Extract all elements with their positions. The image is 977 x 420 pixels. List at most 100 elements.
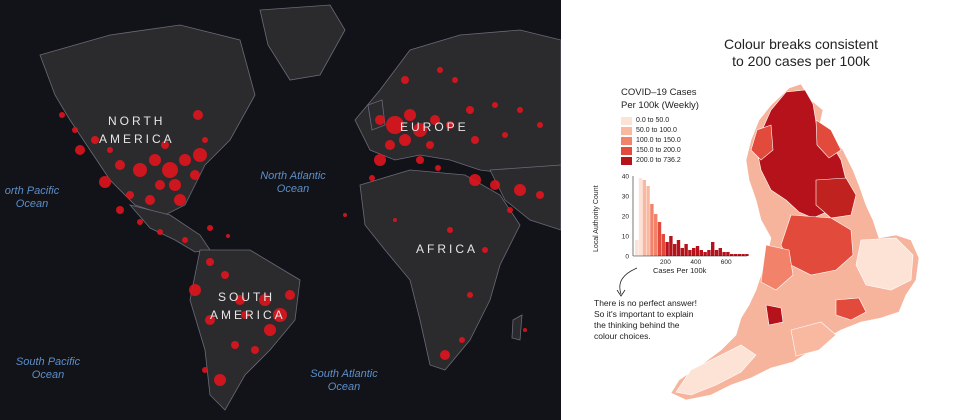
case-dot [446,121,454,129]
label-ocean-north-pacific: orth Pacific Ocean [4,185,60,210]
histogram-bar [654,214,658,256]
case-dot [471,136,479,144]
histogram-bar [741,254,745,256]
hist-x-label: Cases Per 100k [653,266,707,275]
case-dot [149,154,161,166]
histogram-bar [745,254,749,256]
case-dot [155,180,165,190]
histogram-bar [650,204,654,256]
case-dot [179,154,191,166]
case-dot [426,141,434,149]
case-dot [145,195,155,205]
histogram-bar [665,242,669,256]
hist-y-tick: 20 [622,214,630,221]
case-dot [205,315,215,325]
histogram-bar [733,254,738,256]
case-dot [241,311,249,319]
case-dot [285,290,295,300]
case-dot [385,140,395,150]
case-dot [259,294,271,306]
histogram-bar [707,250,711,256]
case-dot [386,116,404,134]
region-cumbria [750,124,774,161]
case-dot [231,341,239,349]
region-yorkshire [815,177,857,219]
england-choropleth-panel: Colour breaks consistent to 200 cases pe… [561,0,977,420]
case-dot [169,179,181,191]
region-bristol [765,304,784,326]
land-madagascar [511,314,523,341]
case-dot [157,229,163,235]
histogram-bar [669,236,673,256]
case-dot [72,127,78,133]
histogram-bar [726,252,730,256]
case-dot [467,292,473,298]
histogram-bar [642,180,646,256]
case-dot [133,163,147,177]
legend-row: 100.0 to 150.0 [621,137,681,145]
case-dot [399,134,411,146]
case-dot [393,218,397,222]
case-dot [469,174,481,186]
histogram-bar [692,248,696,256]
legend-swatch [621,127,632,135]
hist-y-tick: 0 [625,254,629,261]
histogram-bar [676,240,681,256]
world-map-svg [39,4,561,411]
case-dot [174,194,186,206]
case-dot [507,207,513,213]
case-dot [202,137,208,143]
hist-y-tick: 10 [622,234,630,241]
case-dot [413,123,427,137]
case-dots [59,67,544,386]
histogram-bar [722,252,726,256]
case-dot [369,175,375,181]
histogram-bar [638,178,643,256]
legend-row: 50.0 to 100.0 [621,127,677,135]
histogram-bar [657,222,662,256]
histogram-bar [673,244,677,256]
case-dot [514,184,526,196]
case-dot [482,247,488,253]
histogram-bars [635,178,749,256]
label-ocean-north-atlantic: North Atlantic Ocean [260,170,326,195]
hist-y-ticks: 40 30 20 10 0 [622,174,630,261]
hist-y-tick: 40 [622,174,630,181]
england-map-svg [670,83,920,401]
histogram-bar [684,244,688,256]
case-dot [137,219,143,225]
case-dot [517,107,523,113]
label-africa: AFRICA [416,242,479,256]
label-ocean-south-pacific: South Pacific Ocean [15,356,81,381]
histogram-bar [680,248,684,256]
hist-y-label: Local Authority Count [593,185,600,252]
case-dot [466,106,474,114]
note-text: There is no perfect answer! So it's impo… [594,298,697,341]
land-south-america [189,249,301,411]
label-europe: EUROPE [400,120,469,134]
world-cases-map: NORTH AMERICA EUROPE AFRICA SOUTH AMERIC… [0,0,561,420]
case-dot [116,206,124,214]
case-dot [126,191,134,199]
case-dot [430,115,440,125]
panel-title: Colour breaks consistent to 200 cases pe… [723,36,879,69]
legend-row: 0.0 to 50.0 [621,117,669,125]
case-dot [502,132,508,138]
histogram-bar [635,240,639,256]
land-africa [359,169,521,371]
note-arrow-head [616,289,626,297]
case-dot [206,258,214,266]
case-dot [207,225,213,231]
case-dot [189,284,201,296]
case-dot [452,77,458,83]
case-dot [375,115,385,125]
histogram-bar [737,254,741,256]
hist-x-tick: 600 [721,259,732,266]
region-southwest [675,344,757,396]
histogram-bar [699,250,703,256]
case-dot [537,122,543,128]
case-dot [264,324,276,336]
label-america-north: AMERICA [99,132,175,146]
region-east [855,237,914,291]
hist-x-tick: 400 [690,259,701,266]
